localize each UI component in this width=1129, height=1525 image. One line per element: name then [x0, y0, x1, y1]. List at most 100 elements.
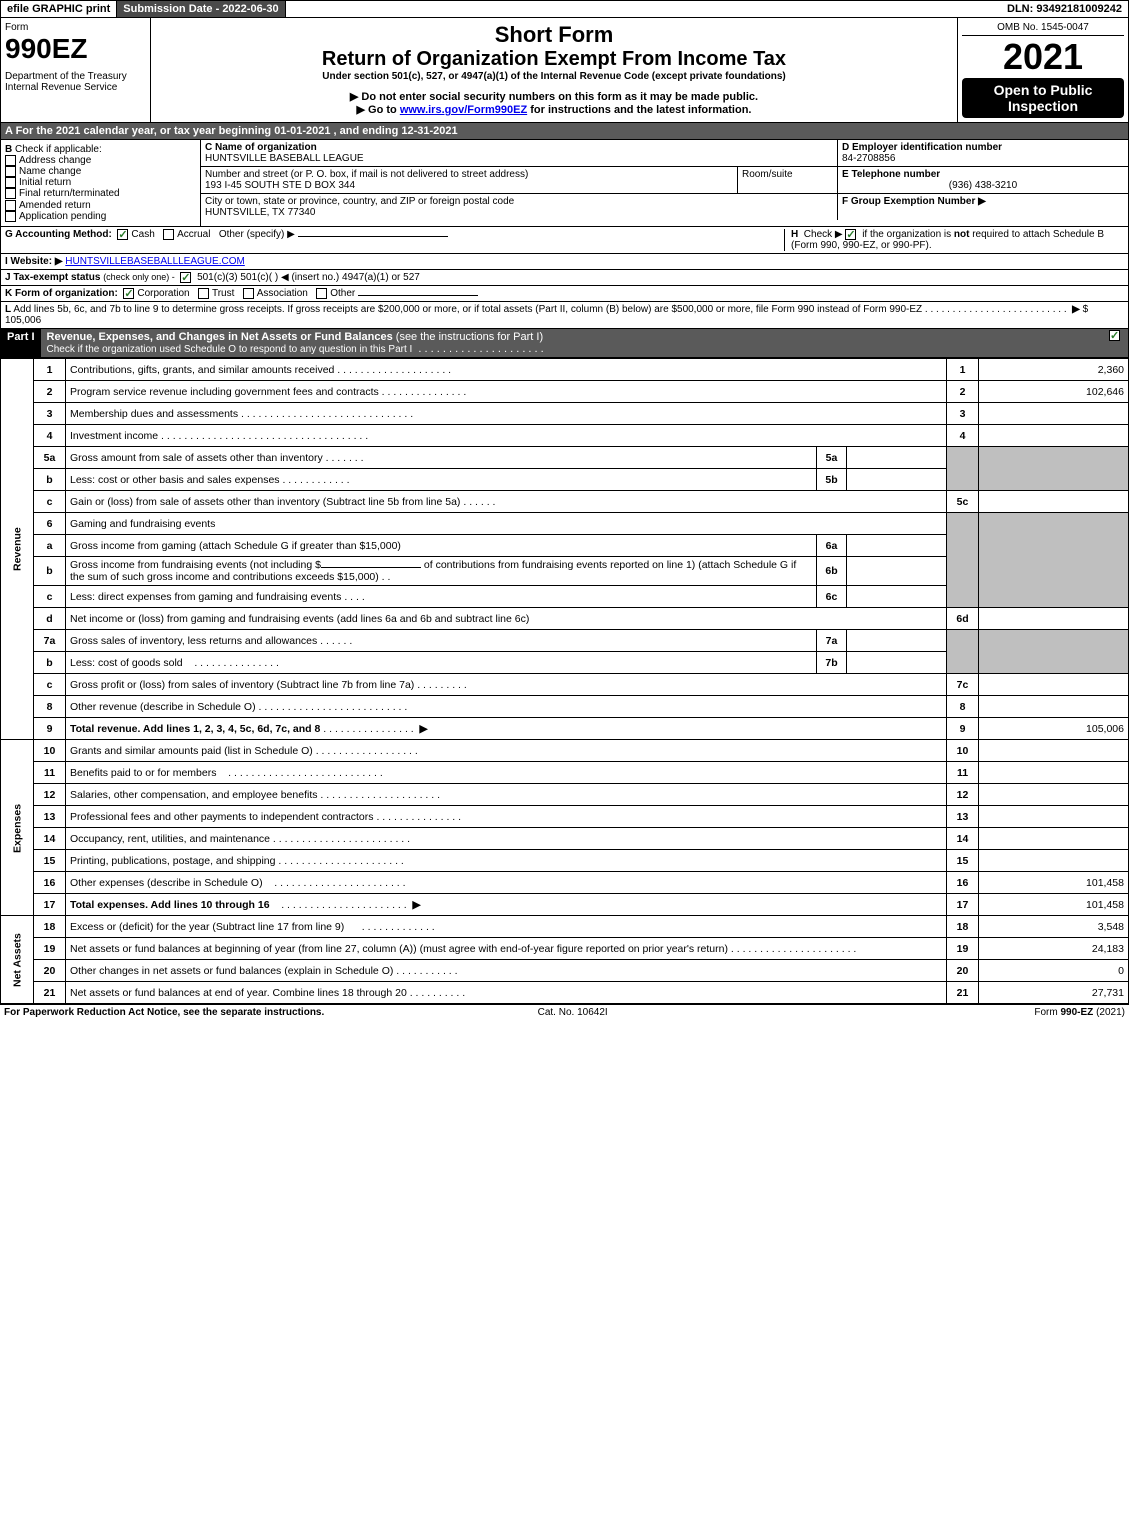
line-15-value [979, 850, 1129, 872]
checkbox-accrual[interactable] [163, 229, 174, 240]
checkbox-other-org[interactable] [316, 288, 327, 299]
line-8-value [979, 696, 1129, 718]
line-num: 6 [34, 513, 66, 535]
line-13-desc: Professional fees and other payments to … [66, 806, 947, 828]
addr-label: Number and street (or P. O. box, if mail… [205, 169, 528, 180]
city-label: City or town, state or province, country… [205, 196, 514, 207]
section-cdef: C Name of organization HUNTSVILLE BASEBA… [201, 140, 1128, 226]
line-num: d [34, 608, 66, 630]
form-footer-label: Form 990-EZ (2021) [1034, 1007, 1125, 1018]
goto-instructions: ▶ Go to www.irs.gov/Form990EZ for instru… [155, 103, 953, 116]
line-11-desc: Benefits paid to or for members . . . . … [66, 762, 947, 784]
line-4-value [979, 425, 1129, 447]
checkbox-association[interactable] [243, 288, 254, 299]
line-7a-subval [847, 630, 947, 652]
part-1-sub: (see the instructions for Part I) [396, 331, 543, 343]
checkbox-cash[interactable] [117, 229, 128, 240]
line-7b-subval [847, 652, 947, 674]
line-15-desc: Printing, publications, postage, and shi… [66, 850, 947, 872]
phone-value: (936) 438-3210 [842, 180, 1124, 191]
line-num: 10 [34, 740, 66, 762]
line-num: 2 [34, 381, 66, 403]
line-2-value: 102,646 [979, 381, 1129, 403]
line-rnum: 1 [947, 359, 979, 381]
line-num: 13 [34, 806, 66, 828]
ein-value: 84-2708856 [842, 153, 895, 164]
line-5c-desc: Gain or (loss) from sale of assets other… [66, 491, 947, 513]
opt-final-return: Final return/terminated [19, 189, 120, 200]
checkbox-final-return[interactable] [5, 188, 16, 199]
line-num: c [34, 674, 66, 696]
part-1-checkbox[interactable] [1104, 329, 1128, 357]
checkbox-initial-return[interactable] [5, 177, 16, 188]
line-num: 11 [34, 762, 66, 784]
line-19-desc: Net assets or fund balances at beginning… [66, 938, 947, 960]
checkbox-address-change[interactable] [5, 155, 16, 166]
line-12-desc: Salaries, other compensation, and employ… [66, 784, 947, 806]
header-left: Form 990EZ Department of the Treasury In… [1, 18, 151, 122]
opt-association: Association [257, 288, 308, 299]
k-label: K Form of organization: [5, 288, 118, 299]
line-rnum: 13 [947, 806, 979, 828]
section-c-address: Number and street (or P. O. box, if mail… [201, 167, 738, 193]
line-rnum: 15 [947, 850, 979, 872]
form-header: Form 990EZ Department of the Treasury In… [0, 18, 1129, 123]
arrow-icon: ▶ [978, 196, 986, 207]
line-10-value [979, 740, 1129, 762]
irs-link[interactable]: www.irs.gov/Form990EZ [400, 104, 527, 116]
line-2-desc: Program service revenue including govern… [66, 381, 947, 403]
checkbox-501c3[interactable] [180, 272, 191, 283]
c-name-label: C Name of organization [205, 142, 317, 153]
website-link[interactable]: HUNTSVILLEBASEBALLLEAGUE.COM [65, 256, 245, 267]
line-4-desc: Investment income . . . . . . . . . . . … [66, 425, 947, 447]
short-form-title: Short Form [155, 22, 953, 48]
line-rnum: 17 [947, 894, 979, 916]
opt-corporation: Corporation [137, 288, 189, 299]
checkbox-schedule-b[interactable] [845, 229, 856, 240]
line-21-desc: Net assets or fund balances at end of ye… [66, 982, 947, 1004]
checkbox-name-change[interactable] [5, 166, 16, 177]
line-num: b [34, 652, 66, 674]
checkbox-amended-return[interactable] [5, 200, 16, 211]
line-9-desc: Total revenue. Add lines 1, 2, 3, 4, 5c,… [66, 718, 947, 740]
line-5b-subval [847, 469, 947, 491]
header-middle: Short Form Return of Organization Exempt… [151, 18, 958, 122]
room-label: Room/suite [742, 169, 793, 180]
gray-cell [979, 513, 1129, 608]
room-suite: Room/suite [738, 167, 838, 193]
line-num: 17 [34, 894, 66, 916]
section-h: H Check ▶ if the organization is not req… [784, 229, 1124, 251]
line-3-desc: Membership dues and assessments . . . . … [66, 403, 947, 425]
efile-print-label[interactable]: efile GRAPHIC print [1, 1, 117, 17]
opt-cash: Cash [131, 229, 154, 240]
part-1-header: Part I Revenue, Expenses, and Changes in… [0, 329, 1129, 358]
line-num: 20 [34, 960, 66, 982]
line-num: 21 [34, 982, 66, 1004]
line-subnum: 6a [817, 535, 847, 557]
checkbox-application-pending[interactable] [5, 211, 16, 222]
line-5b-desc: Less: cost or other basis and sales expe… [66, 469, 817, 491]
section-g: G Accounting Method: Cash Accrual Other … [5, 229, 784, 251]
line-18-desc: Excess or (deficit) for the year (Subtra… [66, 916, 947, 938]
part-1-title-text: Revenue, Expenses, and Changes in Net As… [47, 331, 393, 343]
line-num: a [34, 535, 66, 557]
line-num: 19 [34, 938, 66, 960]
line-num: c [34, 586, 66, 608]
line-subnum: 5a [817, 447, 847, 469]
line-rnum: 21 [947, 982, 979, 1004]
checkbox-trust[interactable] [198, 288, 209, 299]
line-num: 4 [34, 425, 66, 447]
section-l: L Add lines 5b, 6c, and 7b to line 9 to … [0, 302, 1129, 329]
section-f: F Group Exemption Number ▶ [838, 194, 1128, 220]
line-num: 12 [34, 784, 66, 806]
line-rnum: 11 [947, 762, 979, 784]
e-phone-label: E Telephone number [842, 169, 940, 180]
checkbox-corporation[interactable] [123, 288, 134, 299]
line-rnum: 16 [947, 872, 979, 894]
line-13-value [979, 806, 1129, 828]
line-6c-desc: Less: direct expenses from gaming and fu… [66, 586, 817, 608]
tax-year: 2021 [962, 36, 1124, 78]
line-5a-desc: Gross amount from sale of assets other t… [66, 447, 817, 469]
line-rnum: 10 [947, 740, 979, 762]
revenue-vertical-label: Revenue [1, 359, 34, 740]
